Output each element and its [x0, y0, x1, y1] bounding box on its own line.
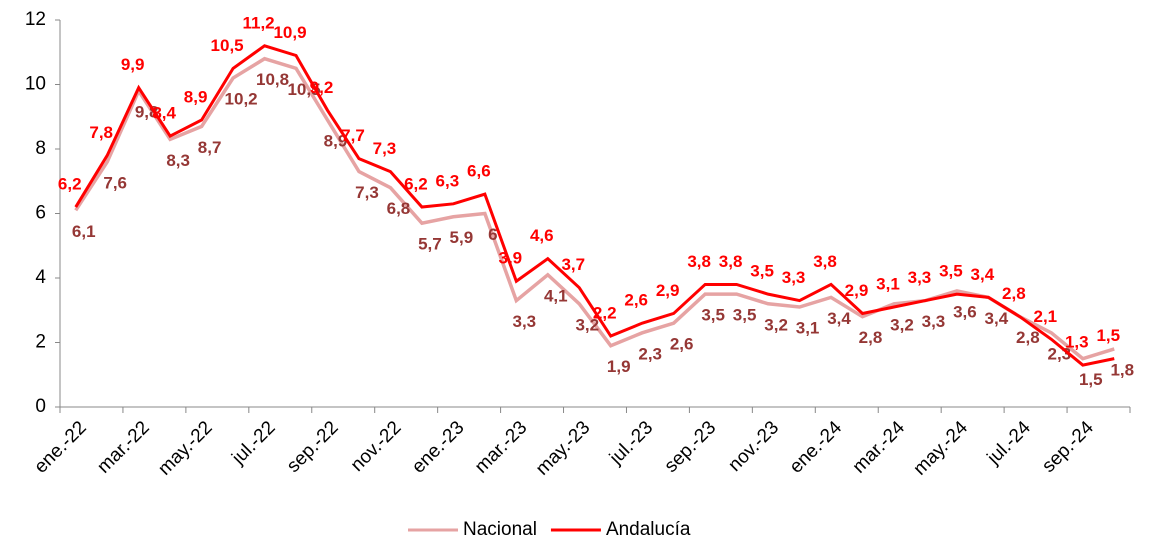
data-label: 2,6 — [624, 291, 648, 310]
y-tick-label: 6 — [35, 203, 46, 224]
data-label: 8,3 — [166, 151, 190, 170]
y-tick-label: 10 — [25, 74, 46, 95]
data-label: 3,3 — [782, 268, 806, 287]
y-tick-label: 0 — [35, 396, 46, 417]
data-label: 3,2 — [764, 315, 788, 334]
data-label: 1,8 — [1110, 360, 1134, 379]
y-tick-label: 2 — [35, 332, 46, 353]
data-label: 1,3 — [1065, 333, 1089, 352]
x-tick-label: mar.-24 — [849, 417, 910, 478]
data-label: 6,3 — [436, 171, 460, 190]
data-label: 7,6 — [103, 173, 127, 192]
data-label: 8,4 — [152, 104, 176, 123]
data-label: 3,3 — [908, 268, 932, 287]
data-label: 3,2 — [890, 315, 914, 334]
data-label: 3,3 — [513, 312, 537, 331]
x-tick-label: ene.-23 — [408, 417, 468, 477]
legend-label: Andalucía — [606, 519, 691, 540]
data-label: 4,1 — [544, 286, 568, 305]
x-tick-label: mar.-22 — [93, 417, 153, 477]
data-label: 6 — [488, 225, 497, 244]
x-tick-label: may.-23 — [532, 417, 594, 479]
data-label: 3,8 — [687, 252, 711, 271]
x-tick-label: sep.-24 — [1038, 417, 1098, 477]
data-label: 7,3 — [373, 139, 397, 158]
data-label: 3,6 — [953, 302, 977, 321]
x-tick-label: mar.-23 — [471, 417, 531, 477]
x-tick-label: ene.-24 — [786, 417, 847, 478]
x-tick-label: sep.-23 — [661, 417, 721, 477]
x-tick-label: may.-24 — [910, 417, 973, 480]
data-label: 9,9 — [121, 55, 145, 74]
y-tick-label: 8 — [35, 138, 46, 159]
data-label: 6,6 — [467, 162, 491, 181]
x-tick-label: ene.-22 — [30, 417, 90, 477]
data-label: 2,3 — [638, 344, 662, 363]
y-tick-label: 4 — [35, 267, 46, 288]
data-label: 9,2 — [310, 78, 334, 97]
data-label: 1,5 — [1096, 326, 1120, 345]
data-label: 7,7 — [341, 126, 365, 145]
data-label: 2,1 — [1034, 307, 1058, 326]
data-label: 3,9 — [499, 249, 523, 268]
data-label: 3,8 — [719, 252, 743, 271]
data-label: 1,9 — [607, 357, 631, 376]
data-label: 3,1 — [796, 319, 820, 338]
data-label: 1,5 — [1079, 370, 1103, 389]
x-tick-label: jul.-22 — [227, 417, 279, 469]
data-label: 3,5 — [701, 306, 725, 325]
x-tick-label: sep.-22 — [283, 417, 343, 477]
data-label: 2,9 — [656, 281, 680, 300]
data-label: 8,9 — [184, 87, 208, 106]
data-label: 3,4 — [985, 309, 1009, 328]
data-label: 3,2 — [575, 315, 599, 334]
data-label: 8,7 — [198, 138, 222, 157]
data-label: 3,5 — [733, 306, 757, 325]
data-label: 3,4 — [827, 309, 851, 328]
series-line — [74, 44, 1115, 367]
x-tick-label: nov.-23 — [725, 417, 784, 476]
data-label: 3,7 — [561, 255, 585, 274]
legend-label: Nacional — [463, 519, 537, 540]
x-tick-label: nov.-22 — [347, 417, 406, 476]
data-label: 2,9 — [845, 281, 869, 300]
data-label: 3,5 — [939, 262, 963, 281]
data-label: 5,9 — [450, 228, 474, 247]
data-label: 2,2 — [593, 304, 617, 323]
data-label: 6,8 — [387, 199, 411, 218]
data-label: 3,8 — [813, 252, 837, 271]
x-tick-label: may.-22 — [154, 417, 216, 479]
data-label: 10,8 — [256, 70, 289, 89]
data-label: 2,8 — [859, 328, 883, 347]
data-label: 6,2 — [58, 175, 82, 194]
data-label: 11,2 — [242, 13, 274, 32]
data-label: 3,4 — [971, 265, 995, 284]
series-line — [74, 56, 1115, 361]
data-label: 3,5 — [750, 262, 774, 281]
data-label: 6,2 — [404, 175, 428, 194]
data-label: 3,3 — [922, 312, 946, 331]
x-tick-label: jul.-23 — [605, 417, 657, 469]
data-label: 10,5 — [211, 36, 244, 55]
data-label: 3,1 — [876, 275, 900, 294]
data-label: 2,6 — [670, 335, 694, 354]
data-label: 6,1 — [72, 222, 96, 241]
data-label: 5,7 — [418, 235, 442, 254]
data-label: 4,6 — [530, 226, 554, 245]
data-label: 2,8 — [1016, 328, 1040, 347]
data-label: 10,9 — [273, 23, 306, 42]
data-label: 10,2 — [225, 90, 258, 109]
data-label: 2,8 — [1002, 284, 1026, 303]
y-tick-label: 12 — [25, 9, 46, 30]
data-label: 7,3 — [355, 183, 379, 202]
data-label: 8,9 — [324, 131, 348, 150]
x-tick-label: jul.-24 — [983, 417, 1035, 469]
data-label: 7,8 — [89, 123, 113, 142]
